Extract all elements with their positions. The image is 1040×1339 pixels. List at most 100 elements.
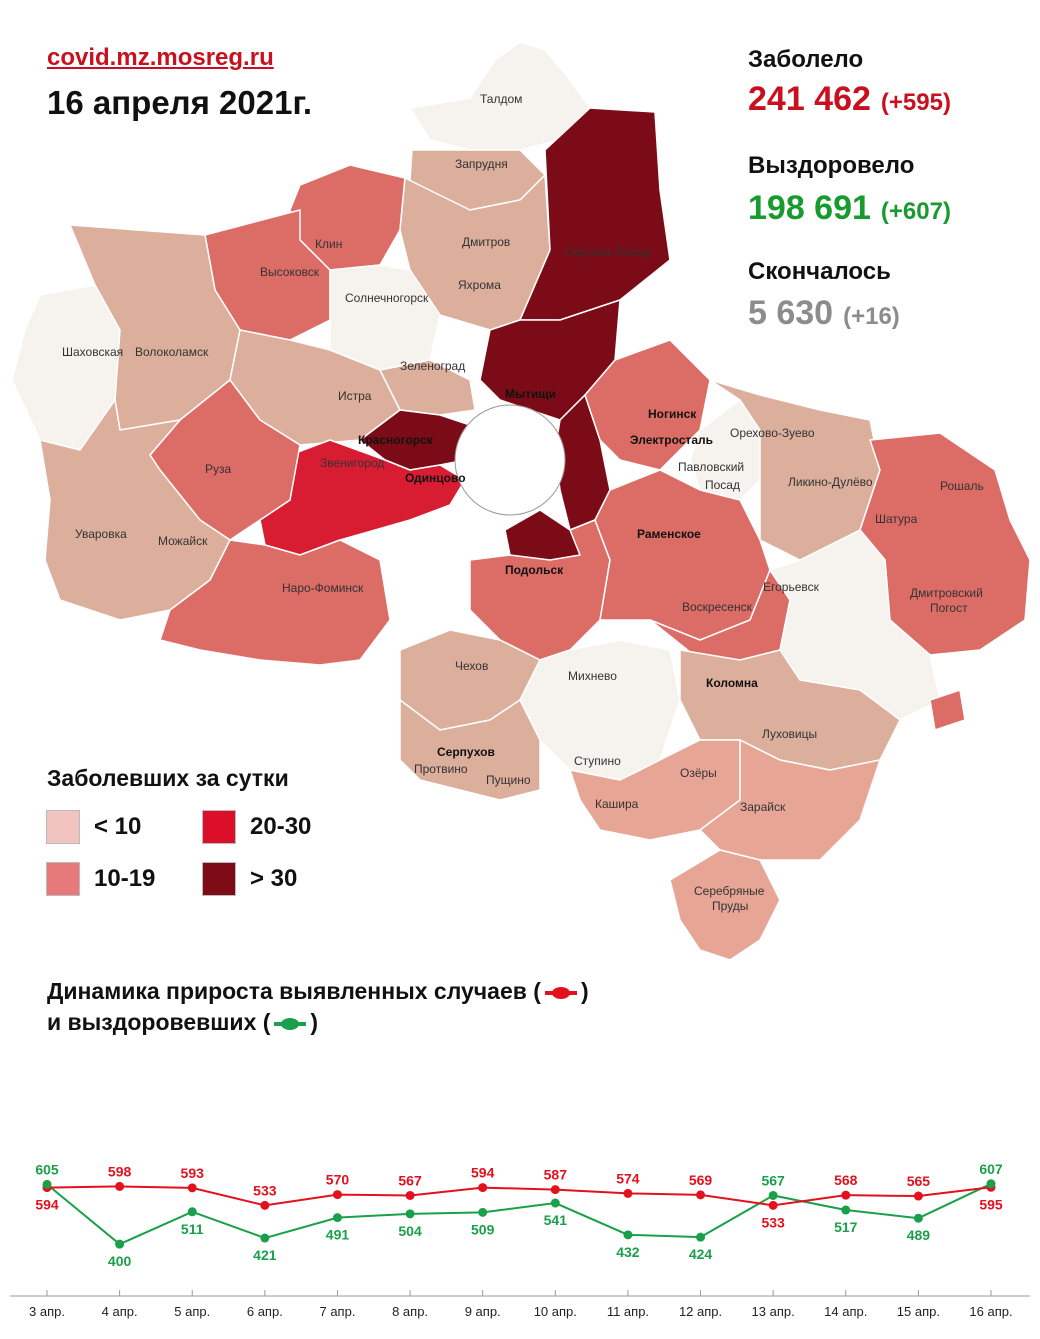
recovered-data-label: 607 xyxy=(979,1161,1003,1177)
cases-point xyxy=(260,1200,270,1210)
map-label: Наро-Фоминск xyxy=(282,581,364,595)
recovered-point xyxy=(42,1179,52,1189)
region-leninsky xyxy=(504,509,581,561)
legend-label: > 30 xyxy=(250,865,298,892)
cases-point xyxy=(696,1190,706,1200)
cases-point xyxy=(623,1188,633,1198)
recovered-number: 198 691 xyxy=(748,189,871,227)
legend-item: 10-19 xyxy=(46,862,155,896)
recovered-delta: (+607) xyxy=(880,198,951,225)
map-label: Подольск xyxy=(505,563,564,577)
map-label: Талдом xyxy=(480,92,522,106)
chart-title-text: Динамика прироста выявленных случаев ( xyxy=(47,978,541,1004)
cases-data-label: 574 xyxy=(616,1170,640,1186)
map-label: Кашира xyxy=(595,797,639,811)
recovered-series-line xyxy=(46,1182,992,1246)
green-line-marker-icon xyxy=(274,1017,307,1030)
recovered-point xyxy=(841,1205,851,1215)
legend-label: < 10 xyxy=(94,813,142,840)
map-label: Уваровка xyxy=(75,527,127,541)
map-labels: Талдом Запрудня Клин Дмитров Сергиев Пос… xyxy=(62,92,984,913)
recovered-point xyxy=(478,1207,488,1217)
legend-item: 20-30 xyxy=(202,810,311,844)
region-taldom xyxy=(409,41,591,151)
cases-point xyxy=(550,1185,560,1195)
map-label: Орехово-Зуево xyxy=(730,426,815,440)
map-label: Волоколамск xyxy=(135,345,209,359)
cases-data-label: 533 xyxy=(253,1182,277,1198)
source-link[interactable]: covid.mz.mosreg.ru xyxy=(47,44,274,71)
map-label: Серебряные xyxy=(694,884,765,898)
legend-swatch xyxy=(202,862,236,896)
region-sergiev-posad xyxy=(519,107,671,321)
map-label: Рошаль xyxy=(940,479,984,493)
report-date: 16 апреля 2021г. xyxy=(47,84,313,121)
recovered-data-label: 541 xyxy=(544,1212,568,1228)
map-label: Зарайск xyxy=(740,800,786,814)
recovered-point xyxy=(696,1232,706,1242)
cases-data-label: 594 xyxy=(35,1197,59,1213)
map-label: Протвино xyxy=(414,762,468,776)
cases-data-label: 569 xyxy=(689,1172,713,1188)
map-label: Шатура xyxy=(875,512,918,526)
cases-data-label: 593 xyxy=(181,1165,205,1181)
recovered-data-label: 509 xyxy=(471,1221,495,1237)
x-tick-label: 14 апр. xyxy=(824,1304,867,1319)
x-tick-label: 5 апр. xyxy=(174,1304,210,1319)
region-zaraysk xyxy=(699,739,881,861)
recovered-data-label: 424 xyxy=(689,1246,713,1262)
x-tick-label: 3 апр. xyxy=(29,1304,65,1319)
recovered-point xyxy=(405,1209,415,1219)
recovered-data-label: 567 xyxy=(761,1172,785,1188)
legend-title: Заболевших за сутки xyxy=(47,765,289,791)
chart-title-paren: ) xyxy=(310,1009,319,1035)
died-value: 5 630 (+16) xyxy=(748,294,900,333)
chart-title: Динамика прироста выявленных случаев () … xyxy=(47,976,589,1038)
x-tick-label: 7 апр. xyxy=(319,1304,355,1319)
map-label: Красногорск xyxy=(358,433,434,447)
recovered-data-label: 511 xyxy=(181,1221,204,1237)
cases-point xyxy=(768,1200,778,1210)
x-tick-label: 10 апр. xyxy=(534,1304,577,1319)
cases-point xyxy=(841,1190,851,1200)
cases-point xyxy=(478,1183,488,1193)
map-label: Павловский xyxy=(678,460,744,474)
cases-data-label: 594 xyxy=(471,1165,495,1181)
legend-item: < 10 xyxy=(46,810,141,844)
x-tick-label: 9 апр. xyxy=(465,1304,501,1319)
map-label: Егорьевск xyxy=(763,580,820,594)
recovered-point xyxy=(187,1207,197,1217)
legend-label: 10-19 xyxy=(94,865,156,892)
cases-data-label: 598 xyxy=(108,1163,132,1179)
infected-delta: (+595) xyxy=(880,89,951,116)
died-label: Скончалось xyxy=(748,258,891,285)
recovered-data-label: 605 xyxy=(35,1161,59,1177)
map-label: Звенигород xyxy=(320,456,384,470)
map-label: Яхрома xyxy=(458,278,501,292)
region-naro-fominsk xyxy=(159,539,391,666)
recovered-data-label: 504 xyxy=(398,1223,422,1239)
map-label: Луховицы xyxy=(762,727,817,741)
cases-point xyxy=(187,1183,197,1193)
map-label: Ликино-Дулёво xyxy=(788,475,873,489)
cases-data-label: 570 xyxy=(326,1172,350,1188)
map-label: Одинцово xyxy=(405,471,466,485)
chart-title-line2: и выздоровевших () xyxy=(47,1007,589,1038)
map-label: Воскресенск xyxy=(682,600,753,614)
map-label: Серпухов xyxy=(437,745,495,759)
red-line-marker-icon xyxy=(544,986,577,999)
recovered-value: 198 691 (+607) xyxy=(748,189,951,228)
map-label: Можайск xyxy=(158,534,208,548)
region-serpukhov xyxy=(399,699,541,801)
x-tick-label: 15 апр. xyxy=(897,1304,940,1319)
map-label: Шаховская xyxy=(62,345,123,359)
map-regions xyxy=(11,41,1031,960)
died-number: 5 630 xyxy=(748,294,834,332)
recovered-data-label: 517 xyxy=(834,1219,858,1235)
recovered-label: Выздоровело xyxy=(748,152,915,179)
cases-point xyxy=(405,1190,415,1200)
recovered-point xyxy=(986,1179,996,1189)
recovered-point xyxy=(115,1239,125,1249)
cases-point xyxy=(913,1191,923,1201)
map-label: Посад xyxy=(705,478,740,492)
